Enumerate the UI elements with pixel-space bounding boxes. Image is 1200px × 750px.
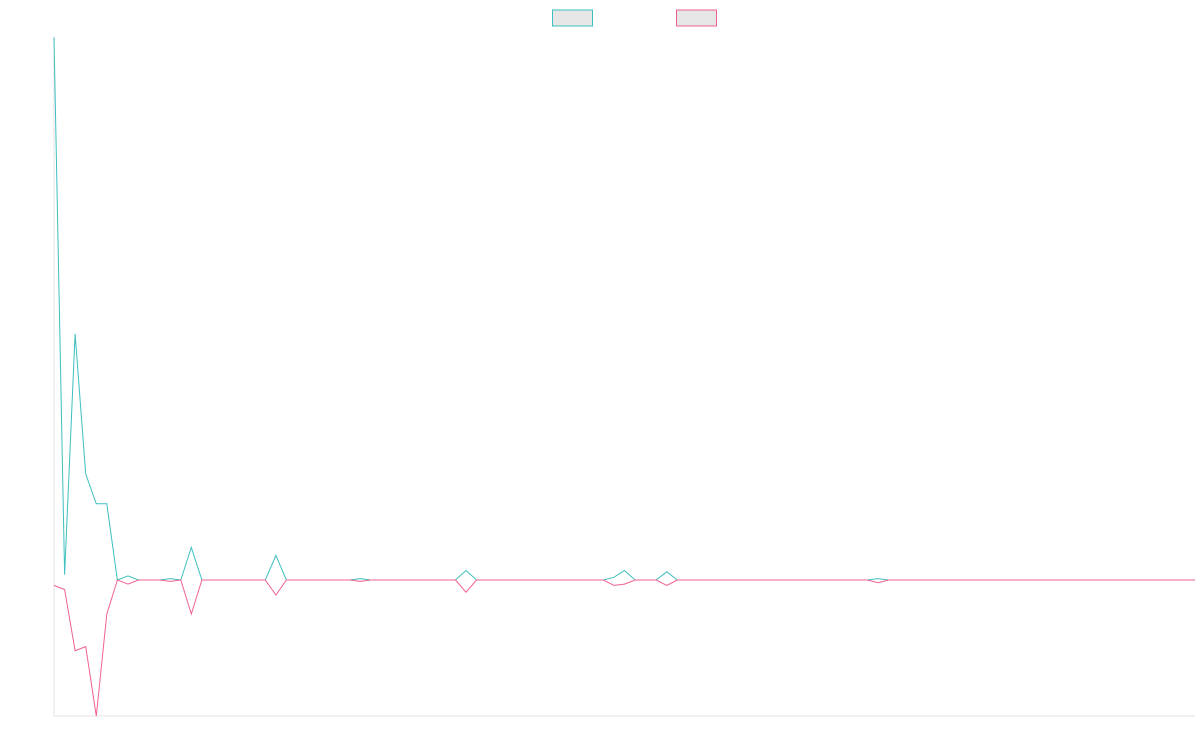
series-line-1: [53, 37, 1195, 581]
series-line-2: [53, 579, 1195, 717]
legend: [552, 9, 717, 27]
series-layer: [53, 37, 1195, 717]
legend-swatch-1[interactable]: [552, 9, 593, 27]
legend-swatch-2[interactable]: [676, 9, 717, 27]
axes: [53, 36, 1195, 717]
